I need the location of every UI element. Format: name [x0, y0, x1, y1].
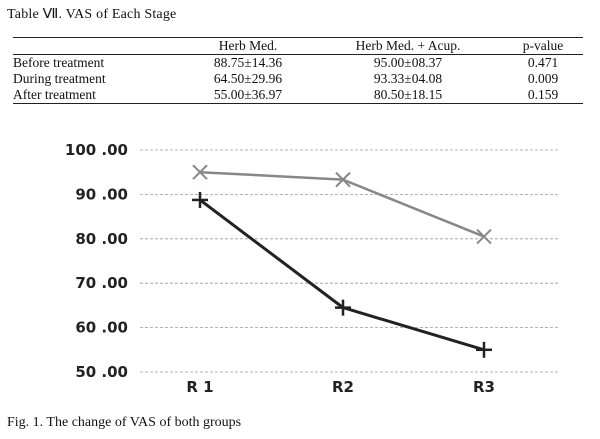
header-herb-med: Herb Med.: [183, 37, 313, 55]
marker-stroke: [335, 171, 351, 188]
header-stage: [13, 37, 183, 55]
table-row: Before treatment 88.75±14.36 95.00±08.37…: [13, 55, 583, 72]
y-tick-label: 80 .00: [75, 230, 128, 248]
y-tick-label: 60 .00: [75, 319, 128, 337]
x-marker: [192, 164, 208, 180]
x-tick-label: R 1: [186, 378, 213, 396]
row-herb-med-acup: 93.33±04.08: [373, 71, 443, 86]
x-marker: [335, 171, 351, 188]
row-herb-med: 88.75±14.36: [213, 55, 283, 70]
x-tick-label: R3: [473, 378, 495, 396]
table-row: During treatment 64.50±29.96 93.33±04.08…: [13, 71, 583, 87]
header-herb-med-acup: Herb Med. + Acup.: [313, 37, 503, 55]
y-tick-label: 100 .00: [65, 141, 128, 159]
y-tick-label: 50 .00: [75, 363, 128, 381]
table-title: Table Ⅶ. VAS of Each Stage: [7, 7, 177, 22]
row-herb-med: 64.50±29.96: [213, 71, 283, 86]
y-tick-label: 90 .00: [75, 185, 128, 203]
vas-table: Herb Med. Herb Med. + Acup. p-value Befo…: [13, 37, 583, 104]
header-p-value: p-value: [503, 37, 583, 55]
row-stage: After treatment: [13, 87, 183, 104]
row-stage: Before treatment: [13, 55, 105, 70]
marker-stroke: [192, 164, 208, 180]
x-tick-label: R2: [332, 378, 354, 396]
plus-marker: [476, 341, 492, 358]
figure-caption: Fig. 1. The change of VAS of both groups: [7, 415, 242, 430]
row-herb-med-acup: 80.50±18.15: [313, 87, 503, 104]
table-header-row: Herb Med. Herb Med. + Acup. p-value: [13, 37, 583, 55]
row-herb-med-acup: 95.00±08.37: [373, 55, 443, 70]
row-stage: During treatment: [13, 71, 106, 86]
row-p-value: 0.009: [527, 71, 559, 86]
marker-stroke: [476, 228, 492, 245]
row-p-value: 0.471: [527, 55, 559, 70]
row-p-value: 0.159: [503, 87, 583, 104]
x-marker: [476, 228, 492, 245]
plus-marker: [192, 191, 208, 208]
y-tick-label: 70 .00: [75, 274, 128, 292]
table-row: After treatment 55.00±36.97 80.50±18.15 …: [13, 87, 583, 104]
plus-marker: [335, 299, 351, 316]
row-herb-med: 55.00±36.97: [183, 87, 313, 104]
